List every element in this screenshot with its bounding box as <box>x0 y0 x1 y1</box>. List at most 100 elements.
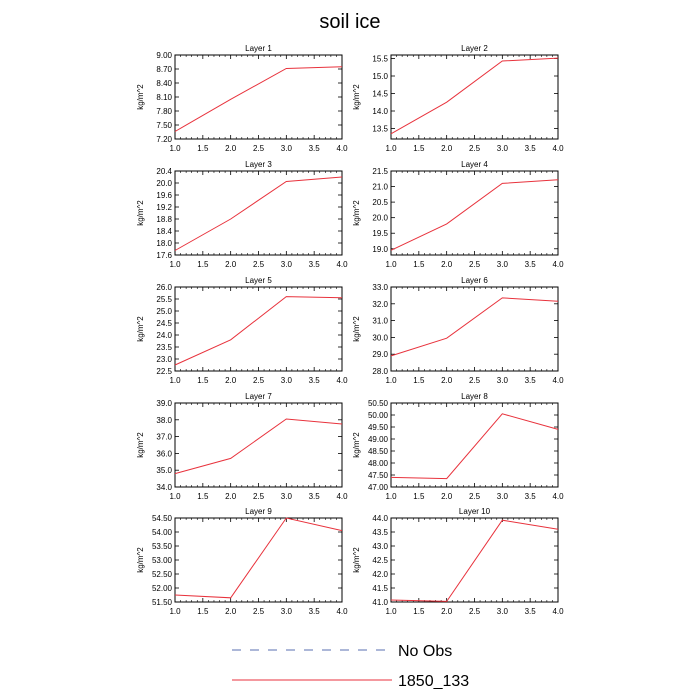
x-tick-label: 1.0 <box>169 144 181 153</box>
y-tick-label: 7.50 <box>156 121 172 130</box>
series-line-1850_133 <box>390 179 559 251</box>
y-tick-label: 8.70 <box>156 65 172 74</box>
y-tick-label: 7.80 <box>156 107 172 116</box>
x-tick-label: 3.0 <box>497 376 509 385</box>
x-tick-label: 2.0 <box>225 376 237 385</box>
x-tick-label: 4.0 <box>552 376 564 385</box>
x-tick-label: 3.0 <box>281 607 293 616</box>
y-tick-label: 20.5 <box>372 198 388 207</box>
x-tick-label: 1.5 <box>197 144 209 153</box>
x-tick-label: 3.5 <box>309 260 321 269</box>
x-tick-label: 3.5 <box>525 492 537 501</box>
x-tick-label: 4.0 <box>336 376 348 385</box>
chart-panel-9: Layer 9 1.0 1.5 2.0 2.5 3.0 3.5 4.0 51.50 52.00 52… <box>136 507 348 616</box>
x-tick-label: 2.5 <box>253 260 265 269</box>
panel-title: Layer 5 <box>245 276 272 285</box>
x-tick-label: 3.5 <box>525 607 537 616</box>
y-tick-label: 15.0 <box>372 72 388 81</box>
y-tick-label: 33.0 <box>372 283 388 292</box>
series-line-1850_133 <box>390 413 559 480</box>
y-tick-label: 48.00 <box>368 459 389 468</box>
y-tick-label: 26.0 <box>156 283 172 292</box>
y-tick-label: 15.5 <box>372 55 388 64</box>
y-tick-label: 48.50 <box>368 447 389 456</box>
y-tick-label: 52.50 <box>152 570 173 579</box>
y-tick-label: 25.0 <box>156 307 172 316</box>
y-tick-label: 42.5 <box>372 556 388 565</box>
y-tick-label: 47.00 <box>368 483 389 492</box>
panel-grid: Layer 1 1.0 1.5 2.0 2.5 3.0 3.5 4.0 7.20 7.50 7.80… <box>136 44 564 616</box>
y-tick-label: 17.6 <box>156 251 172 260</box>
x-tick-label: 3.0 <box>281 260 293 269</box>
y-tick-label: 7.20 <box>156 135 172 144</box>
chart-panel-3: Layer 3 1.0 1.5 2.0 2.5 3.0 3.5 4.0 17.6 18.0 18.4… <box>136 160 348 269</box>
x-tick-label: 1.0 <box>385 492 397 501</box>
y-tick-label: 21.0 <box>372 183 388 192</box>
x-tick-label: 1.0 <box>385 376 397 385</box>
x-tick-label: 1.0 <box>385 144 397 153</box>
x-tick-label: 2.5 <box>253 376 265 385</box>
x-tick-label: 1.5 <box>197 376 209 385</box>
x-tick-label: 3.5 <box>309 376 321 385</box>
y-axis-label: kg/m^2 <box>352 432 361 458</box>
panel-title: Layer 4 <box>461 160 488 169</box>
y-tick-label: 24.5 <box>156 319 172 328</box>
plot-frame <box>174 170 343 256</box>
panel-title: Layer 8 <box>461 392 488 401</box>
x-tick-label: 2.0 <box>225 260 237 269</box>
y-tick-label: 30.0 <box>372 333 388 342</box>
y-tick-label: 35.0 <box>156 466 172 475</box>
y-tick-label: 19.5 <box>372 229 388 238</box>
y-tick-label: 49.00 <box>368 435 389 444</box>
figure-title: soil ice <box>319 11 380 33</box>
x-tick-label: 1.5 <box>413 144 425 153</box>
y-tick-label: 39.0 <box>156 399 172 408</box>
series-line-1850_133 <box>174 296 343 366</box>
y-tick-label: 29.0 <box>372 350 388 359</box>
y-tick-label: 37.0 <box>156 433 172 442</box>
y-tick-label: 44.0 <box>372 514 388 523</box>
panel-title: Layer 9 <box>245 507 272 516</box>
x-tick-label: 4.0 <box>336 492 348 501</box>
x-tick-label: 2.5 <box>469 260 481 269</box>
y-tick-label: 19.6 <box>156 191 172 200</box>
chart-panel-4: Layer 4 1.0 1.5 2.0 2.5 3.0 3.5 4.0 19.0 19.5 20.0… <box>352 160 564 269</box>
y-tick-label: 18.8 <box>156 215 172 224</box>
x-tick-label: 3.0 <box>497 260 509 269</box>
chart-panel-8: Layer 8 1.0 1.5 2.0 2.5 3.0 3.5 4.0 47.00 47.50 48… <box>352 392 564 501</box>
chart-panel-6: Layer 6 1.0 1.5 2.0 2.5 3.0 3.5 4.0 28.0 29.0 30.0… <box>352 276 564 385</box>
x-tick-label: 2.0 <box>441 260 453 269</box>
y-tick-label: 36.0 <box>156 449 172 458</box>
panel-title: Layer 10 <box>459 507 491 516</box>
y-axis-label: kg/m^2 <box>136 547 145 573</box>
x-tick-label: 4.0 <box>336 260 348 269</box>
y-tick-label: 53.50 <box>152 542 173 551</box>
plot-frame <box>390 170 559 256</box>
panel-title: Layer 7 <box>245 392 272 401</box>
series-line-1850_133 <box>390 297 559 357</box>
panel-title: Layer 3 <box>245 160 272 169</box>
x-tick-label: 2.5 <box>469 492 481 501</box>
y-axis-label: kg/m^2 <box>136 432 145 458</box>
x-tick-label: 2.5 <box>253 144 265 153</box>
x-tick-label: 3.0 <box>281 492 293 501</box>
y-tick-label: 34.0 <box>156 483 172 492</box>
series-line-1850_133 <box>174 418 343 475</box>
plot-frame <box>390 54 559 140</box>
x-tick-label: 2.5 <box>253 492 265 501</box>
x-tick-label: 1.0 <box>169 607 181 616</box>
x-tick-label: 3.5 <box>309 144 321 153</box>
y-tick-label: 54.00 <box>152 528 173 537</box>
y-axis-label: kg/m^2 <box>352 200 361 226</box>
x-tick-label: 3.0 <box>281 144 293 153</box>
plot-frame <box>174 286 343 372</box>
legend-label-1: No Obs <box>398 643 452 660</box>
series-line-1850_133 <box>390 57 559 135</box>
y-tick-label: 38.0 <box>156 416 172 425</box>
y-tick-label: 31.0 <box>372 317 388 326</box>
y-tick-label: 53.00 <box>152 556 173 565</box>
y-tick-label: 54.50 <box>152 514 173 523</box>
y-tick-label: 25.5 <box>156 295 172 304</box>
y-tick-label: 22.5 <box>156 367 172 376</box>
y-tick-label: 42.0 <box>372 570 388 579</box>
